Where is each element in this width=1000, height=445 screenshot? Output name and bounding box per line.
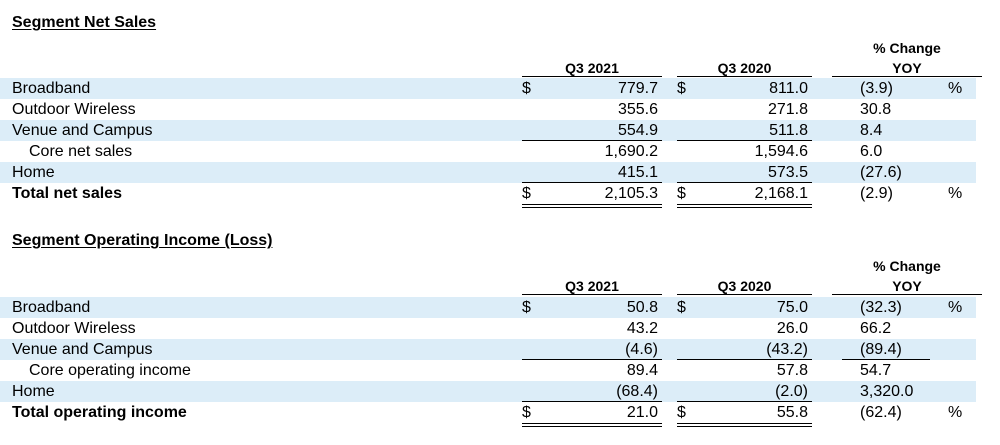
subtotal-rule	[677, 140, 812, 141]
yoy-header: YOY	[832, 278, 982, 295]
table-row-total-net-sales: Total net sales $ 2,105.3 $ 2,168.1 (2.9…	[0, 183, 976, 204]
pct-change-value: 6.0	[860, 143, 883, 160]
table-row-core-net-sales: Core net sales 1,690.2 1,594.6 6.0	[0, 141, 976, 162]
pct-change-value: (2.9)	[860, 185, 893, 202]
dollar-sign: $	[522, 185, 531, 202]
dollar-sign: $	[677, 404, 686, 421]
table-row-home: Home (68.4) (2.0) 3,320.0	[0, 381, 976, 402]
table-row-broadband: Broadband $ 50.8 $ 75.0 (32.3) %	[0, 297, 976, 318]
row-label: Home	[12, 383, 55, 400]
q3-2020-value: 271.8	[767, 101, 808, 118]
table-row-venue-and-campus: Venue and Campus 554.9 511.8 8.4	[0, 120, 976, 141]
dollar-sign: $	[522, 299, 531, 316]
q3-2021-value: 43.2	[626, 320, 658, 337]
table-row-outdoor-wireless: Outdoor Wireless 43.2 26.0 66.2	[0, 318, 976, 339]
q3-2021-value: (68.4)	[616, 383, 658, 400]
dollar-sign: $	[677, 299, 686, 316]
q3-2021-header: Q3 2021	[522, 60, 662, 77]
row-label: Core net sales	[29, 143, 133, 160]
double-underline	[522, 204, 662, 208]
row-label: Outdoor Wireless	[12, 320, 136, 337]
q3-2020-value: 26.0	[776, 320, 808, 337]
table-row-total-operating-income: Total operating income $ 21.0 $ 55.8 (62…	[0, 402, 976, 423]
percent-sign: %	[948, 185, 963, 202]
q3-2020-value: 573.5	[767, 164, 808, 181]
section-title: Segment Operating Income (Loss)	[12, 232, 273, 249]
pct-change-value: 3,320.0	[860, 383, 914, 400]
q3-2020-value: 1,594.6	[754, 143, 808, 160]
q3-2021-value: 21.0	[626, 404, 658, 421]
subtotal-rule	[522, 140, 662, 141]
subtotal-rule	[842, 359, 930, 360]
double-underline	[677, 204, 812, 208]
q3-2021-value: 355.6	[617, 101, 658, 118]
yoy-header: YOY	[832, 60, 982, 77]
q3-2020-value: 57.8	[776, 362, 808, 379]
pct-change-value: 30.8	[860, 101, 892, 118]
q3-2021-value: 415.1	[617, 164, 658, 181]
dollar-sign: $	[522, 404, 531, 421]
dollar-sign: $	[522, 80, 531, 97]
q3-2020-value: 811.0	[769, 80, 808, 97]
pct-change-value: 54.7	[860, 362, 892, 379]
pct-change-value: (27.6)	[860, 164, 902, 181]
pct-change-value: (3.9)	[860, 80, 893, 97]
percent-sign: %	[948, 80, 963, 97]
pct-change-value: 8.4	[860, 122, 883, 139]
pct-change-value: (89.4)	[860, 341, 902, 358]
table-row-broadband: Broadband $ 779.7 $ 811.0 (3.9) %	[0, 78, 976, 99]
double-underline	[522, 423, 662, 427]
table-row-home: Home 415.1 573.5 (27.6)	[0, 162, 976, 183]
pct-change-value: (32.3)	[860, 299, 902, 316]
row-label: Outdoor Wireless	[12, 101, 136, 118]
double-underline	[677, 423, 812, 427]
q3-2020-header: Q3 2020	[677, 60, 812, 77]
q3-2020-value: 75.0	[776, 299, 808, 316]
row-label: Core operating income	[29, 362, 191, 379]
q3-2020-value: 2,168.1	[754, 185, 808, 202]
subtotal-rule	[522, 359, 662, 360]
dollar-sign: $	[677, 185, 686, 202]
q3-2021-value: (4.6)	[625, 341, 658, 358]
q3-2021-value: 1,690.2	[604, 143, 658, 160]
pct-change-value: (62.4)	[860, 404, 902, 421]
table-row-outdoor-wireless: Outdoor Wireless 355.6 271.8 30.8	[0, 99, 976, 120]
total-rule	[677, 182, 812, 183]
total-rule	[522, 182, 662, 183]
table-row-core-operating-income: Core operating income 89.4 57.8 54.7	[0, 360, 976, 381]
row-label: Venue and Campus	[12, 122, 153, 139]
q3-2021-value: 50.8	[626, 299, 658, 316]
q3-2020-value: 55.8	[776, 404, 808, 421]
percent-sign: %	[948, 299, 963, 316]
row-label: Broadband	[12, 299, 91, 316]
subtotal-rule	[677, 359, 812, 360]
q3-2021-header: Q3 2021	[522, 278, 662, 295]
pct-change-value: 66.2	[860, 320, 892, 337]
pct-change-header: % Change	[873, 258, 941, 274]
q3-2020-value: (43.2)	[766, 341, 808, 358]
q3-2021-value: 2,105.3	[604, 185, 658, 202]
q3-2020-header: Q3 2020	[677, 278, 812, 295]
q3-2021-value: 779.7	[617, 80, 658, 97]
row-label: Venue and Campus	[12, 341, 153, 358]
row-label: Total net sales	[12, 185, 122, 202]
pct-change-header: % Change	[873, 40, 941, 56]
q3-2021-value: 554.9	[617, 122, 658, 139]
row-label: Total operating income	[12, 404, 187, 421]
q3-2021-value: 89.4	[626, 362, 658, 379]
row-label: Broadband	[12, 80, 91, 97]
dollar-sign: $	[677, 80, 686, 97]
total-rule	[677, 401, 812, 402]
row-label: Home	[12, 164, 55, 181]
total-rule	[522, 401, 662, 402]
percent-sign: %	[948, 404, 963, 421]
table-row-venue-and-campus: Venue and Campus (4.6) (43.2) (89.4)	[0, 339, 976, 360]
q3-2020-value: 511.8	[769, 122, 808, 139]
section-title: Segment Net Sales	[12, 14, 157, 31]
q3-2020-value: (2.0)	[775, 383, 808, 400]
